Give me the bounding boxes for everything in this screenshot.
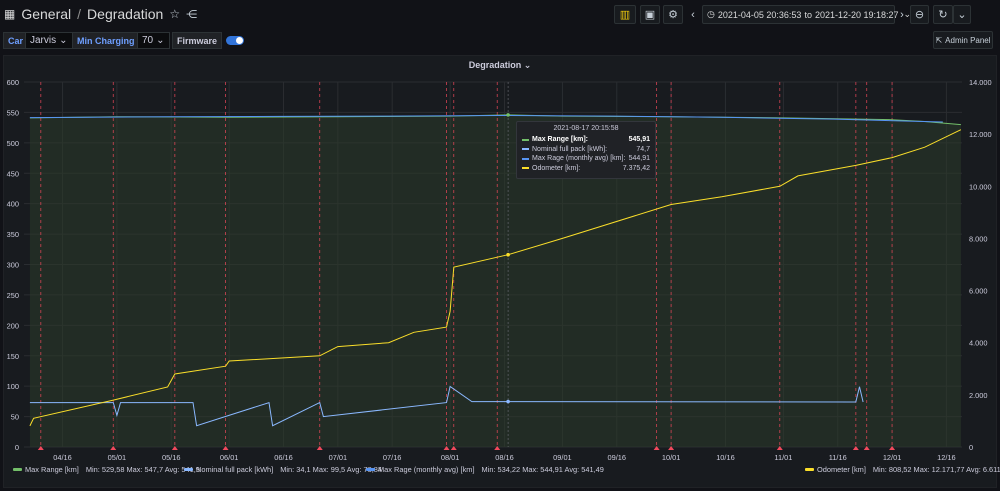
car-value-text: Jarvis: [30, 35, 57, 46]
save-button[interactable]: ▣: [640, 5, 660, 24]
external-link-icon: ⇱: [935, 35, 943, 45]
chart-legend: Max Range [km] Min: 529,58 Max: 547,7 Av…: [0, 465, 1000, 477]
tooltip-rows: Max Range [km]: 545,91 Nominal full pack […: [522, 135, 650, 173]
add-panel-icon: ▥: [619, 9, 631, 21]
gear-icon: ⚙: [668, 9, 678, 21]
legend-swatch: [366, 468, 375, 471]
chart-tooltip: 2021-08-17 20:15:58 Max Range [km]: 545,9…: [516, 121, 656, 179]
legend-name: Max Range [km]: [25, 465, 79, 474]
firmware-variable-label: Firmware: [172, 32, 223, 49]
tooltip-swatch: [522, 148, 529, 151]
soc-value-text: 70: [142, 35, 154, 46]
tooltip-swatch: [522, 167, 529, 170]
soc-select-value[interactable]: 70 ⌄: [137, 32, 170, 49]
share-icon[interactable]: ⋲: [186, 8, 198, 21]
breadcrumb-separator: /: [77, 6, 82, 22]
legend-name: Nominal full pack [kWh]: [196, 465, 274, 474]
tooltip-series-name: Nominal full pack [kWh]:: [532, 145, 608, 153]
legend-name: Max Rage (monthly avg) [km]: [378, 465, 475, 474]
add-panel-button[interactable]: ▥: [614, 5, 636, 24]
firmware-variable: Firmware: [172, 32, 245, 49]
tooltip-series-name: Odometer [km]:: [532, 164, 581, 172]
time-to-word: to: [804, 9, 812, 20]
admin-panel-button[interactable]: ⇱ Admin Panel: [933, 31, 993, 49]
legend-item-nominal-pack[interactable]: Nominal full pack [kWh] Min: 34,1 Max: 9…: [184, 465, 382, 474]
legend-name: Odometer [km]: [817, 465, 866, 474]
chevron-down-icon: ⌄: [59, 35, 68, 46]
star-icon[interactable]: ☆: [169, 7, 181, 21]
breadcrumb: ▦ General / Degradation ☆ ⋲: [4, 6, 197, 22]
dashboard-header: ▦ General / Degradation ☆ ⋲ ▥ ▣ ⚙ ‹ ◷ 20…: [0, 0, 1000, 28]
legend-stats: Min: 808,52 Max: 12.171,77 Avg: 6.611,06: [872, 465, 1000, 474]
car-select[interactable]: Jarvis ⌄: [25, 32, 73, 49]
chevron-left-icon: ‹: [691, 8, 695, 21]
tooltip-series-name: Max Range [km]:: [532, 136, 589, 144]
chevron-down-icon: ⌄: [957, 9, 967, 21]
tooltip-series-name: Max Rage (monthly avg) [km]:: [532, 155, 626, 163]
tooltip-swatch: [522, 157, 529, 160]
tooltip-row: Odometer [km]: 7.375,42: [522, 164, 650, 174]
legend-stats: Min: 534,22 Max: 544,91 Avg: 541,49: [481, 465, 604, 474]
chevron-down-icon: ⌄: [903, 9, 912, 19]
clock-icon: ◷: [707, 9, 715, 19]
legend-item-odometer[interactable]: Odometer [km] Min: 808,52 Max: 12.171,77…: [805, 465, 1000, 474]
time-back-button[interactable]: ‹: [686, 5, 700, 24]
legend-stats: Min: 34,1 Max: 99,5 Avg: 73,84: [280, 465, 382, 474]
legend-swatch: [805, 468, 814, 471]
time-forward-button[interactable]: ›: [896, 5, 908, 24]
tooltip-swatch: [522, 138, 529, 141]
dashboard-title[interactable]: Degradation: [87, 6, 164, 22]
legend-stats: Min: 529,58 Max: 547,7 Avg: 541,9: [85, 465, 200, 474]
time-from: 2021-04-05 20:36:53: [717, 9, 802, 20]
firmware-toggle[interactable]: [226, 36, 245, 45]
zoom-out-icon: ⊖: [914, 9, 925, 21]
folder-link[interactable]: General: [21, 6, 72, 22]
tooltip-row: Max Rage (monthly avg) [km]: 544,91: [522, 154, 650, 164]
tooltip-series-value: 74,7: [636, 145, 650, 153]
tooltip-row: Nominal full pack [kWh]: 74,7: [522, 145, 650, 155]
settings-button[interactable]: ⚙: [663, 5, 683, 24]
chevron-down-icon: ⌄: [156, 35, 165, 46]
panel-title-text: Degradation: [468, 60, 522, 70]
refresh-button[interactable]: ↻: [933, 5, 953, 24]
tooltip-series-value: 7.375,42: [622, 164, 650, 172]
time-range-picker[interactable]: ◷ 2021-04-05 20:36:53 to 2021-12-20 19:1…: [702, 5, 911, 24]
legend-item-monthly-avg[interactable]: Max Rage (monthly avg) [km] Min: 534,22 …: [366, 465, 604, 474]
legend-swatch: [184, 468, 193, 471]
tooltip-row: Max Range [km]: 545,91: [522, 135, 650, 145]
apps-icon[interactable]: ▦: [4, 7, 16, 21]
car-select-value[interactable]: Jarvis ⌄: [25, 32, 73, 49]
zoom-out-button[interactable]: ⊖: [910, 5, 929, 24]
legend-item-max-range[interactable]: Max Range [km] Min: 529,58 Max: 547,7 Av…: [13, 465, 200, 474]
admin-panel-label: Admin Panel: [945, 35, 991, 45]
save-icon: ▣: [644, 9, 656, 21]
panel-title[interactable]: Degradation ⌄: [4, 60, 996, 71]
degradation-panel: Degradation ⌄: [3, 55, 997, 488]
tooltip-series-value: 545,91: [628, 136, 650, 144]
chevron-down-icon: ⌄: [523, 60, 532, 70]
refresh-icon: ↻: [938, 9, 948, 21]
soc-select[interactable]: 70 ⌄: [137, 32, 170, 49]
time-to: 2021-12-20 19:18:27: [814, 9, 899, 20]
chevron-right-icon: ›: [900, 8, 904, 21]
refresh-interval-dropdown[interactable]: ⌄: [953, 5, 971, 24]
tooltip-series-value: 544,91: [628, 155, 650, 163]
legend-swatch: [13, 468, 22, 471]
tooltip-time: 2021-08-17 20:15:58: [553, 125, 619, 132]
